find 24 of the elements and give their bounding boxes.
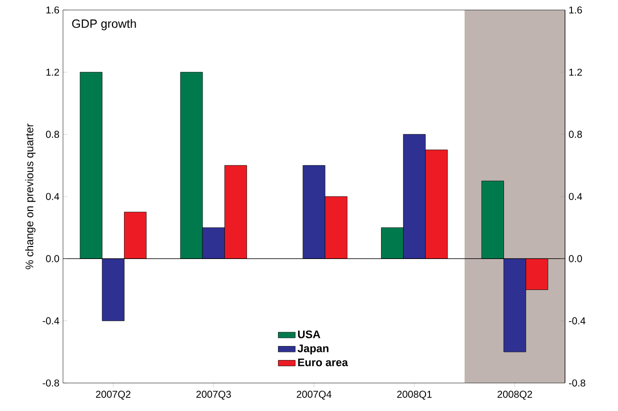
x-tick-label: 2008Q2 (498, 390, 532, 400)
y-tick-label: 0.4 (46, 192, 60, 200)
y2-tick-label: -0.8 (568, 379, 586, 387)
y-tick-label: 0.8 (46, 130, 60, 138)
y-tick-label: 1.2 (46, 68, 59, 76)
y-tick-label: 0.0 (46, 255, 60, 262)
legend-label: USA (298, 330, 320, 338)
y2-tick-label: 0.8 (568, 130, 582, 138)
x-tick-label: 2007Q4 (296, 390, 332, 400)
y-tick-label: -0.4 (42, 317, 60, 324)
text: GDP growth (72, 19, 136, 30)
y-tick-label: -0.8 (42, 379, 60, 387)
y2-tick-label: -0.4 (568, 317, 586, 324)
x-tick-label: 2007Q2 (96, 390, 130, 400)
y2-tick-label: 0.0 (568, 255, 582, 262)
y2-tick-label: 1.2 (569, 68, 582, 76)
legend-label: Euro area (298, 358, 348, 366)
y-axis-title: % change on previous quarter (25, 124, 36, 270)
y2-tick-label: 1.6 (569, 6, 582, 14)
legend-label: Japan (298, 344, 328, 354)
x-tick-label: 2007Q3 (196, 390, 231, 400)
y2-tick-label: 0.4 (568, 192, 582, 200)
y-tick-label: 1.6 (46, 6, 60, 14)
x-tick-label: 2008Q1 (397, 390, 432, 400)
